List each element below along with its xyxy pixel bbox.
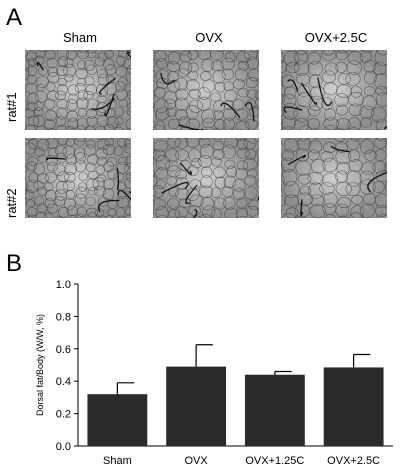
micrograph-ovx-rat2: [153, 138, 259, 218]
micrograph-ovx-2-5c-rat1: [281, 50, 387, 130]
micrograph-sham-rat1: [25, 50, 131, 130]
y-tick-label: 0.4: [56, 376, 71, 388]
column-header-ovx-2-5c: OVX+2.5C: [304, 30, 368, 45]
x-tick-label-2: OVX+1.25C: [245, 455, 304, 467]
x-tick-label-1: OVX: [185, 455, 209, 467]
x-tick-label-3: OVX+2.5C: [327, 455, 380, 467]
panel-a-letter: A: [6, 4, 23, 31]
micrograph-sham-rat2: [25, 138, 131, 218]
micrograph-ovx-2-5c-rat2: [281, 138, 387, 218]
y-tick-label: 0.8: [56, 311, 71, 323]
bar-2: [244, 374, 305, 446]
bar-3: [323, 367, 384, 446]
x-tick-label-0: Sham: [103, 455, 132, 467]
panel-b-letter: B: [6, 250, 23, 277]
y-axis-label: Dorsal fat/Body (W/W, %): [35, 314, 45, 416]
column-header-sham: Sham: [63, 30, 97, 45]
column-header-ovx: OVX: [195, 30, 223, 45]
y-tick-label: 0.2: [56, 409, 71, 421]
bar-chart: 0.0 0.2 0.4 0.6 0.8 1.0 Dorsal fat/Body (W/W, …: [35, 279, 393, 467]
row-label-rat1: rat#1: [4, 92, 19, 122]
bar-1: [166, 366, 227, 446]
micrograph-ovx-rat1: [153, 50, 259, 130]
y-tick-label: 1.0: [56, 279, 71, 291]
bar-0: [87, 394, 148, 446]
y-tick-label: 0.6: [56, 344, 71, 356]
y-tick-label: 0.0: [56, 441, 71, 453]
row-label-rat2: rat#2: [4, 188, 19, 218]
